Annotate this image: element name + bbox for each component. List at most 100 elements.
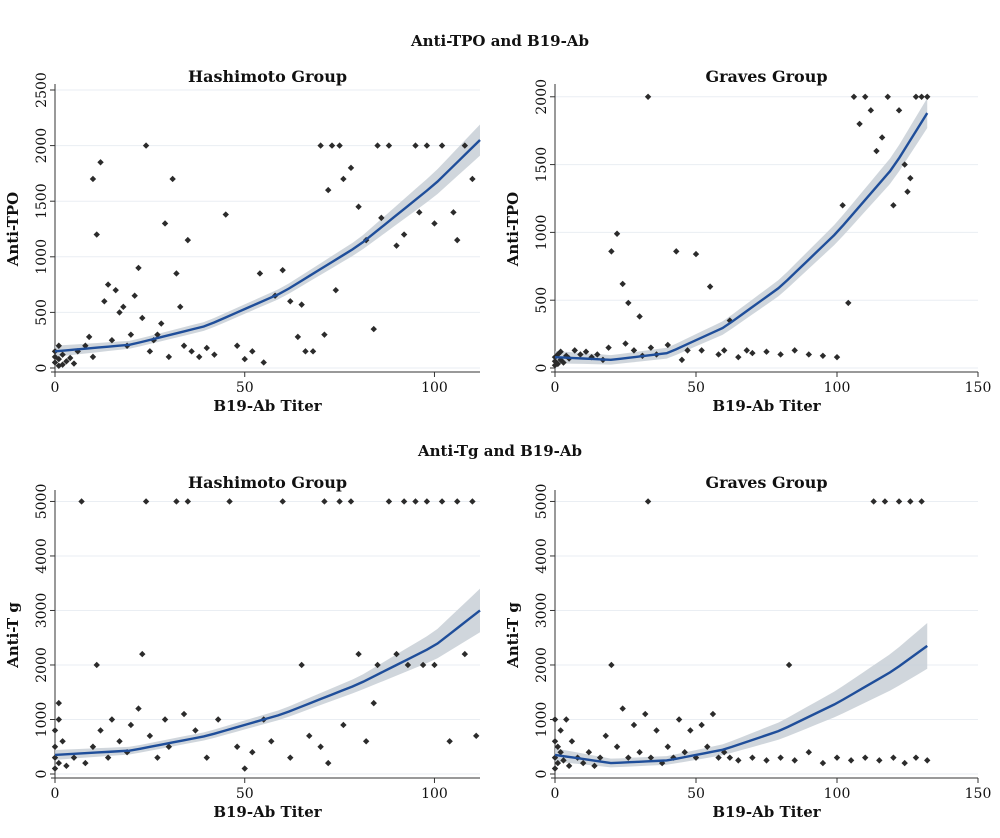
data-point bbox=[636, 313, 643, 320]
data-point bbox=[901, 759, 908, 767]
data-point bbox=[370, 325, 377, 333]
data-point bbox=[104, 281, 112, 288]
y-tick-label: 4000 bbox=[34, 538, 50, 574]
data-point bbox=[400, 498, 408, 505]
data-point bbox=[139, 650, 146, 658]
data-point bbox=[692, 250, 700, 258]
data-point bbox=[173, 498, 180, 505]
data-point bbox=[135, 264, 142, 272]
data-point bbox=[51, 765, 59, 772]
y-tick-label: 2000 bbox=[34, 128, 50, 164]
y-tick-label: 0 bbox=[34, 364, 50, 373]
data-point bbox=[819, 759, 827, 767]
data-point bbox=[438, 142, 446, 149]
data-point bbox=[146, 348, 154, 355]
data-point bbox=[412, 498, 419, 505]
data-point bbox=[777, 754, 784, 761]
data-point bbox=[108, 337, 116, 344]
x-tick-label: 100 bbox=[421, 786, 448, 802]
data-point bbox=[743, 347, 750, 354]
data-point bbox=[256, 270, 264, 277]
data-point bbox=[355, 650, 362, 658]
data-point bbox=[393, 242, 400, 249]
data-point bbox=[461, 650, 469, 658]
data-point bbox=[438, 498, 446, 505]
data-point bbox=[97, 159, 104, 166]
data-point bbox=[867, 107, 875, 114]
data-point bbox=[127, 331, 135, 338]
data-point bbox=[551, 754, 559, 761]
data-point bbox=[605, 344, 612, 351]
data-point bbox=[709, 710, 717, 718]
x-tick-label: 150 bbox=[965, 380, 992, 396]
data-point bbox=[298, 661, 305, 669]
data-point bbox=[165, 353, 173, 361]
data-point bbox=[93, 231, 100, 238]
confidence-band bbox=[55, 588, 480, 760]
y-axis-title: Anti-T g bbox=[504, 602, 522, 669]
data-point bbox=[895, 498, 903, 505]
data-point bbox=[647, 344, 655, 351]
data-point bbox=[924, 93, 931, 100]
data-point bbox=[184, 498, 192, 505]
y-tick-label: 0 bbox=[534, 364, 550, 373]
data-point bbox=[169, 175, 176, 183]
data-point bbox=[446, 738, 453, 745]
fit-line bbox=[554, 644, 928, 765]
data-point bbox=[59, 738, 66, 745]
confidence-band bbox=[555, 98, 928, 365]
data-point bbox=[630, 721, 638, 729]
x-axis-title: B19-Ab Titer bbox=[712, 397, 821, 415]
panel-title: Graves Group bbox=[705, 473, 827, 492]
data-point bbox=[55, 355, 62, 363]
data-point bbox=[608, 248, 615, 255]
data-point bbox=[184, 236, 192, 244]
data-point bbox=[619, 280, 626, 288]
data-point bbox=[82, 759, 89, 767]
data-point bbox=[325, 186, 332, 194]
data-point bbox=[878, 134, 886, 141]
x-tick-label: 50 bbox=[687, 380, 705, 396]
data-point bbox=[560, 757, 567, 764]
data-point bbox=[120, 303, 127, 311]
data-point bbox=[577, 351, 584, 358]
data-point bbox=[226, 498, 233, 505]
data-point bbox=[884, 93, 891, 100]
data-point bbox=[63, 762, 70, 770]
data-point bbox=[557, 727, 564, 734]
data-point bbox=[461, 142, 469, 149]
data-point bbox=[101, 298, 108, 305]
data-point bbox=[298, 301, 305, 308]
data-point bbox=[97, 727, 104, 734]
data-point bbox=[870, 498, 877, 505]
data-point bbox=[565, 762, 573, 770]
y-tick-label: 500 bbox=[34, 299, 50, 326]
data-point bbox=[907, 498, 914, 505]
data-point bbox=[791, 347, 798, 354]
data-point bbox=[912, 754, 920, 761]
chart-tg-graves: Graves Group 0 1000 2000 3000 4000 5000 0 50 100 1… bbox=[504, 473, 991, 821]
data-point bbox=[881, 498, 889, 505]
data-point bbox=[551, 358, 559, 365]
data-point bbox=[431, 661, 438, 669]
data-point bbox=[423, 498, 431, 505]
data-point bbox=[678, 356, 686, 364]
data-point bbox=[918, 93, 925, 100]
data-point bbox=[51, 359, 59, 366]
data-point bbox=[55, 699, 62, 707]
data-point bbox=[59, 351, 66, 358]
data-point bbox=[749, 754, 756, 761]
x-tick-label: 100 bbox=[824, 786, 851, 802]
data-point bbox=[78, 498, 85, 505]
data-point bbox=[374, 142, 381, 149]
data-point bbox=[306, 732, 313, 740]
data-point bbox=[222, 211, 229, 218]
data-point bbox=[644, 93, 652, 100]
data-point bbox=[862, 93, 869, 100]
data-point bbox=[340, 175, 347, 183]
x-tick-label: 100 bbox=[421, 380, 448, 396]
data-point bbox=[214, 716, 222, 723]
data-point bbox=[287, 298, 294, 305]
data-point bbox=[423, 142, 431, 149]
panel-title: Hashimoto Group bbox=[188, 67, 347, 86]
